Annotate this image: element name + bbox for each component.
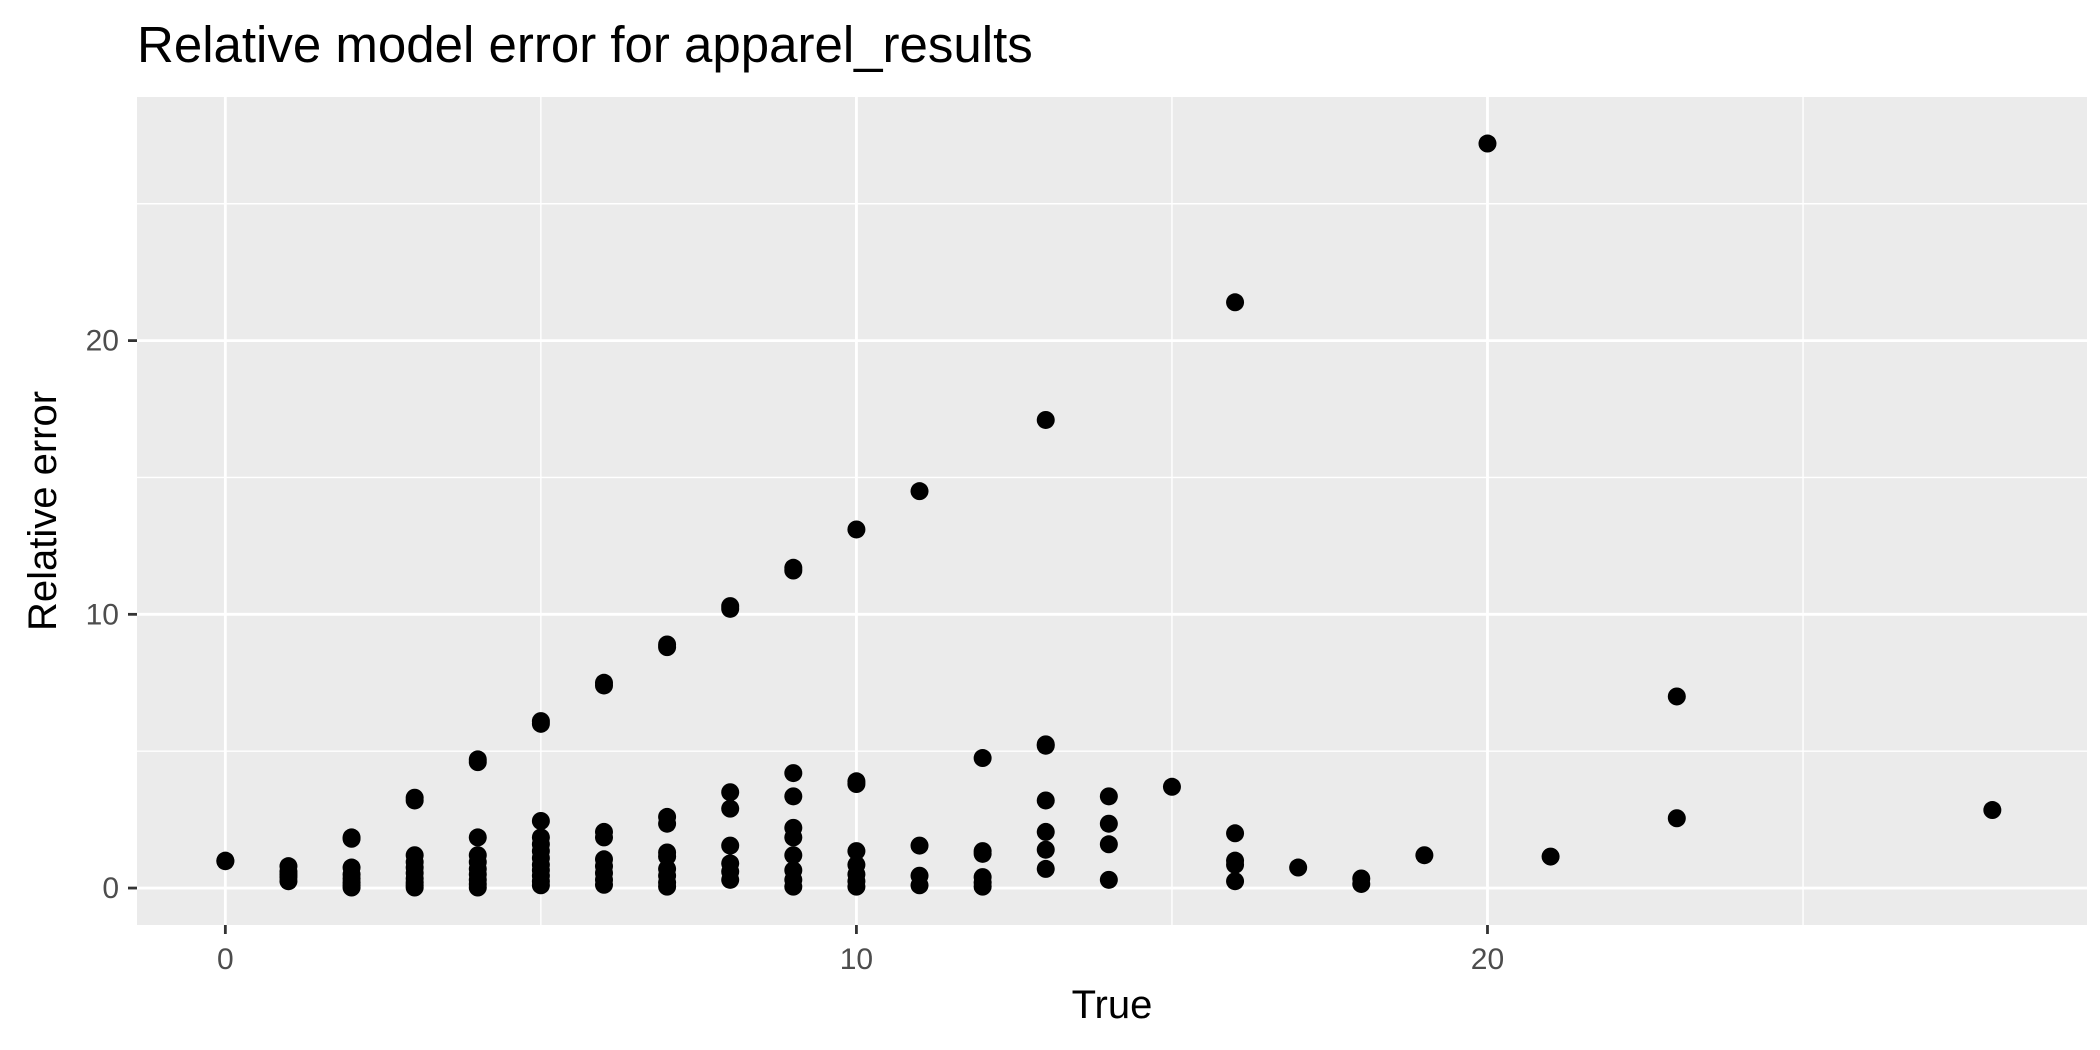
data-point (594, 828, 613, 847)
data-point (910, 482, 929, 501)
data-points (216, 134, 2002, 897)
x-tick-label: 10 (840, 943, 873, 976)
data-point (1226, 293, 1245, 312)
data-point (721, 783, 740, 802)
x-axis-title: True (1072, 983, 1153, 1027)
y-axis-title: Relative error (21, 391, 65, 631)
data-point (1667, 687, 1686, 706)
data-point (847, 520, 866, 539)
data-point (1036, 736, 1055, 755)
data-point (468, 753, 487, 772)
data-point (721, 870, 740, 889)
data-point (1226, 855, 1245, 874)
data-point (531, 714, 550, 733)
data-point (1036, 791, 1055, 810)
data-point (847, 842, 866, 861)
data-point (910, 876, 929, 895)
data-point (910, 836, 929, 855)
x-tick-label: 0 (217, 943, 234, 976)
data-point (1099, 814, 1118, 833)
y-tick-labels: 0 10 20 (86, 325, 119, 905)
data-point (1099, 870, 1118, 889)
data-point (784, 787, 803, 806)
plot-panel (137, 97, 2087, 925)
data-point (1667, 809, 1686, 828)
data-point (784, 764, 803, 783)
chart-title: Relative model error for apparel_results (137, 16, 1033, 73)
minor-grid (137, 97, 2087, 925)
data-point (405, 791, 424, 810)
y-tick-label: 0 (102, 872, 119, 905)
data-point (784, 561, 803, 580)
data-point (594, 676, 613, 695)
y-tick-label: 20 (86, 325, 119, 358)
data-point (973, 844, 992, 863)
data-point (847, 775, 866, 794)
data-point (1541, 847, 1560, 866)
data-point (847, 877, 866, 896)
data-point (658, 814, 677, 833)
data-point (531, 876, 550, 895)
data-point (342, 878, 361, 897)
data-point (1036, 410, 1055, 429)
data-point (1226, 824, 1245, 843)
data-point (468, 828, 487, 847)
data-point (1478, 134, 1497, 153)
data-point (531, 811, 550, 830)
data-point (1415, 846, 1434, 865)
data-point (216, 852, 235, 871)
data-point (1226, 872, 1245, 891)
axis-ticks (128, 339, 1489, 934)
data-point (721, 599, 740, 618)
x-tick-label: 20 (1471, 943, 1504, 976)
data-point (405, 878, 424, 897)
data-point (658, 638, 677, 657)
data-point (1036, 822, 1055, 841)
data-point (784, 828, 803, 847)
x-tick-labels: 0 10 20 (217, 943, 1504, 976)
data-point (973, 877, 992, 896)
data-point (1099, 787, 1118, 806)
data-point (1099, 835, 1118, 854)
data-point (342, 829, 361, 848)
data-point (721, 799, 740, 818)
data-point (784, 846, 803, 865)
data-point (594, 875, 613, 894)
data-point (1162, 777, 1181, 796)
data-point (721, 836, 740, 855)
data-point (1289, 858, 1308, 877)
data-point (1036, 859, 1055, 878)
data-point (973, 749, 992, 768)
data-point (658, 847, 677, 866)
y-tick-label: 10 (86, 598, 119, 631)
data-point (658, 877, 677, 896)
data-point (279, 872, 298, 891)
data-point (1036, 840, 1055, 859)
data-point (1352, 874, 1371, 893)
data-point (468, 878, 487, 897)
data-point (784, 877, 803, 896)
data-point (1983, 801, 2002, 820)
